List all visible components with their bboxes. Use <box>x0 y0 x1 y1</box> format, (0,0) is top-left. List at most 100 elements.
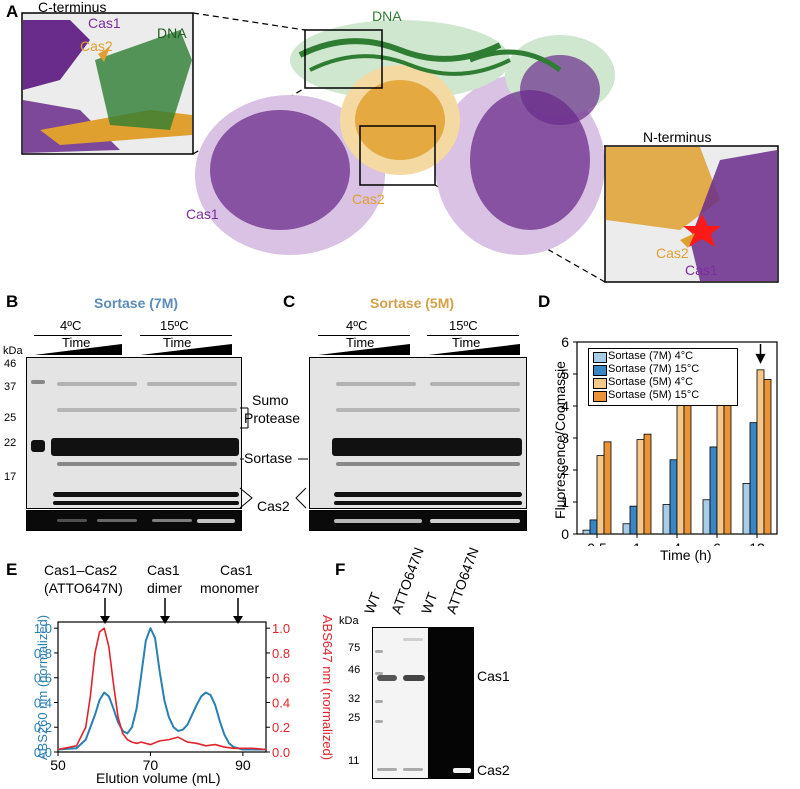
peak1-line2: (ATTO647N) <box>44 580 123 596</box>
lane-label-4: ATTO647N <box>442 545 482 616</box>
panel-b-gel <box>26 357 242 509</box>
panel-f-coomassie <box>372 627 430 779</box>
band-label-brackets <box>239 407 308 509</box>
panel-c-temp-4c: 4ºC <box>346 318 368 333</box>
y-left-tick-label-0.0: 0.0 <box>34 745 52 760</box>
series-line-ABS260 <box>57 627 266 751</box>
panel-b-temp-4c: 4ºC <box>60 318 82 333</box>
lane-label-3: WT <box>417 590 441 616</box>
label-protease: Protease <box>244 410 301 426</box>
f-marker-11: 11 <box>348 755 360 767</box>
legend-swatch-4 <box>593 391 607 402</box>
marker-17: 17 <box>4 471 17 483</box>
panel-b-title: Sortase (7M) <box>94 295 179 311</box>
panel-e-xlabel: Elution volume (mL) <box>96 770 221 786</box>
dna-top-label: DNA <box>372 8 402 24</box>
y-left-tick-label-0.4: 0.4 <box>34 695 52 710</box>
peak2-line2: dimer <box>147 580 183 596</box>
panel-a-letter: A <box>6 2 19 21</box>
panel-c-time-wedges <box>318 344 520 355</box>
panel-c-time-right: Time <box>452 335 481 350</box>
bar-0-4 <box>662 504 671 535</box>
bar-3-0.5 <box>603 441 612 535</box>
cas2-inset-label: Cas2 <box>80 38 113 54</box>
bar-1-0.5 <box>589 519 598 535</box>
peak2-line1: Cas1 <box>147 562 180 578</box>
panel-c-time-left: Time <box>346 335 375 350</box>
panel-c-gel <box>309 357 527 509</box>
complex-render <box>195 20 615 255</box>
x-tick-label-0.5: 0.5 <box>587 540 607 546</box>
peak3-line2: monomer <box>200 580 260 596</box>
bar-1-6 <box>709 446 718 535</box>
legend-label-4: Sortase (5M) 15°C <box>608 389 700 401</box>
y-right-tick-label-0.2: 0.2 <box>272 720 290 735</box>
panel-d-xlabel: Time (h) <box>660 547 712 563</box>
cas1-right-label: Cas1 <box>685 262 718 278</box>
lane-label-1: WT <box>360 590 384 616</box>
panel-d-legend: Sortase (7M) 4°C Sortase (7M) 15°C Sorta… <box>588 348 738 406</box>
panel-b-underline-left <box>34 335 122 336</box>
bar-0-0.5 <box>582 529 591 535</box>
bar-1-12 <box>749 422 758 535</box>
bar-2-12 <box>756 369 765 535</box>
panel-e-chart: 0.0 0.0 0.2 0.2 0.4 0.4 0.6 0.6 0.8 0.8 1.0 1.0 50 70… <box>34 621 290 770</box>
y-left-tick-label-0.2: 0.2 <box>34 720 52 735</box>
label-sortase: Sortase <box>244 450 293 466</box>
panel-a-structure <box>21 12 779 283</box>
y-tick-label-4: 4 <box>561 398 569 414</box>
x-tick-label-4: 4 <box>673 540 681 546</box>
cas1-left-label: Cas1 <box>186 206 219 222</box>
n-terminus-title: N-terminus <box>643 129 712 145</box>
y-right-tick-label-0.0: 0.0 <box>272 745 290 760</box>
marker-22: 22 <box>4 437 17 449</box>
marker-46: 46 <box>4 358 17 370</box>
x-tick-label-1: 1 <box>633 540 641 546</box>
bar-2-1 <box>636 439 645 535</box>
bar-1-1 <box>629 505 638 535</box>
x-tick-label-90: 90 <box>235 757 251 770</box>
panel-c-fluor-strip <box>309 510 527 531</box>
y-right-tick-label-0.4: 0.4 <box>272 695 290 710</box>
panel-b-underline-right <box>140 335 232 336</box>
panel-c-letter: C <box>283 292 296 311</box>
marker-37: 37 <box>4 381 17 393</box>
legend-label-3: Sortase (5M) 4°C <box>608 376 694 388</box>
marker-25: 25 <box>4 412 17 424</box>
f-label-cas1: Cas1 <box>477 668 510 684</box>
panel-f-fluorescence <box>428 627 474 779</box>
bar-2-6 <box>716 404 725 535</box>
cas1-inset-label: Cas1 <box>88 15 121 31</box>
bar-2-0.5 <box>596 455 605 535</box>
bar-3-4 <box>683 402 692 535</box>
c-terminus-inset <box>21 12 194 155</box>
panel-b-time-wedges <box>34 344 232 355</box>
x-tick-label-6: 6 <box>713 540 721 546</box>
legend-swatch-1 <box>593 352 607 363</box>
y-tick-label-0: 0 <box>561 526 569 542</box>
panel-b-letter: B <box>6 292 19 311</box>
f-marker-75: 75 <box>348 642 361 654</box>
legend-label-2: Sortase (7M) 15°C <box>608 363 700 375</box>
panel-c-underline-left <box>318 335 410 336</box>
x-tick-label-12: 12 <box>749 540 765 546</box>
bar-0-1 <box>622 523 631 535</box>
panel-d-chart: 01234560.514612 <box>561 334 778 546</box>
panel-c-temp-15c: 15ºC <box>449 318 478 333</box>
panel-f-letter: F <box>335 560 346 579</box>
y-right-tick-label-0.8: 0.8 <box>272 646 290 661</box>
panel-d-letter: D <box>538 292 551 311</box>
f-marker-46: 46 <box>348 664 361 676</box>
y-left-tick-label-1.0: 1.0 <box>34 621 52 636</box>
y-left-tick-label-0.8: 0.8 <box>34 646 52 661</box>
x-tick-label-70: 70 <box>143 757 159 770</box>
series-line-ABS647 <box>57 627 267 751</box>
plot-frame <box>57 621 267 753</box>
y-tick-label-5: 5 <box>561 366 569 382</box>
bar-3-12 <box>763 379 772 535</box>
bar-3-1 <box>643 433 652 535</box>
cas2-right-label: Cas2 <box>656 245 689 261</box>
panel-b-fluor-strip <box>26 510 242 531</box>
panel-e-letter: E <box>6 560 18 579</box>
peak3-line1: Cas1 <box>220 562 253 578</box>
